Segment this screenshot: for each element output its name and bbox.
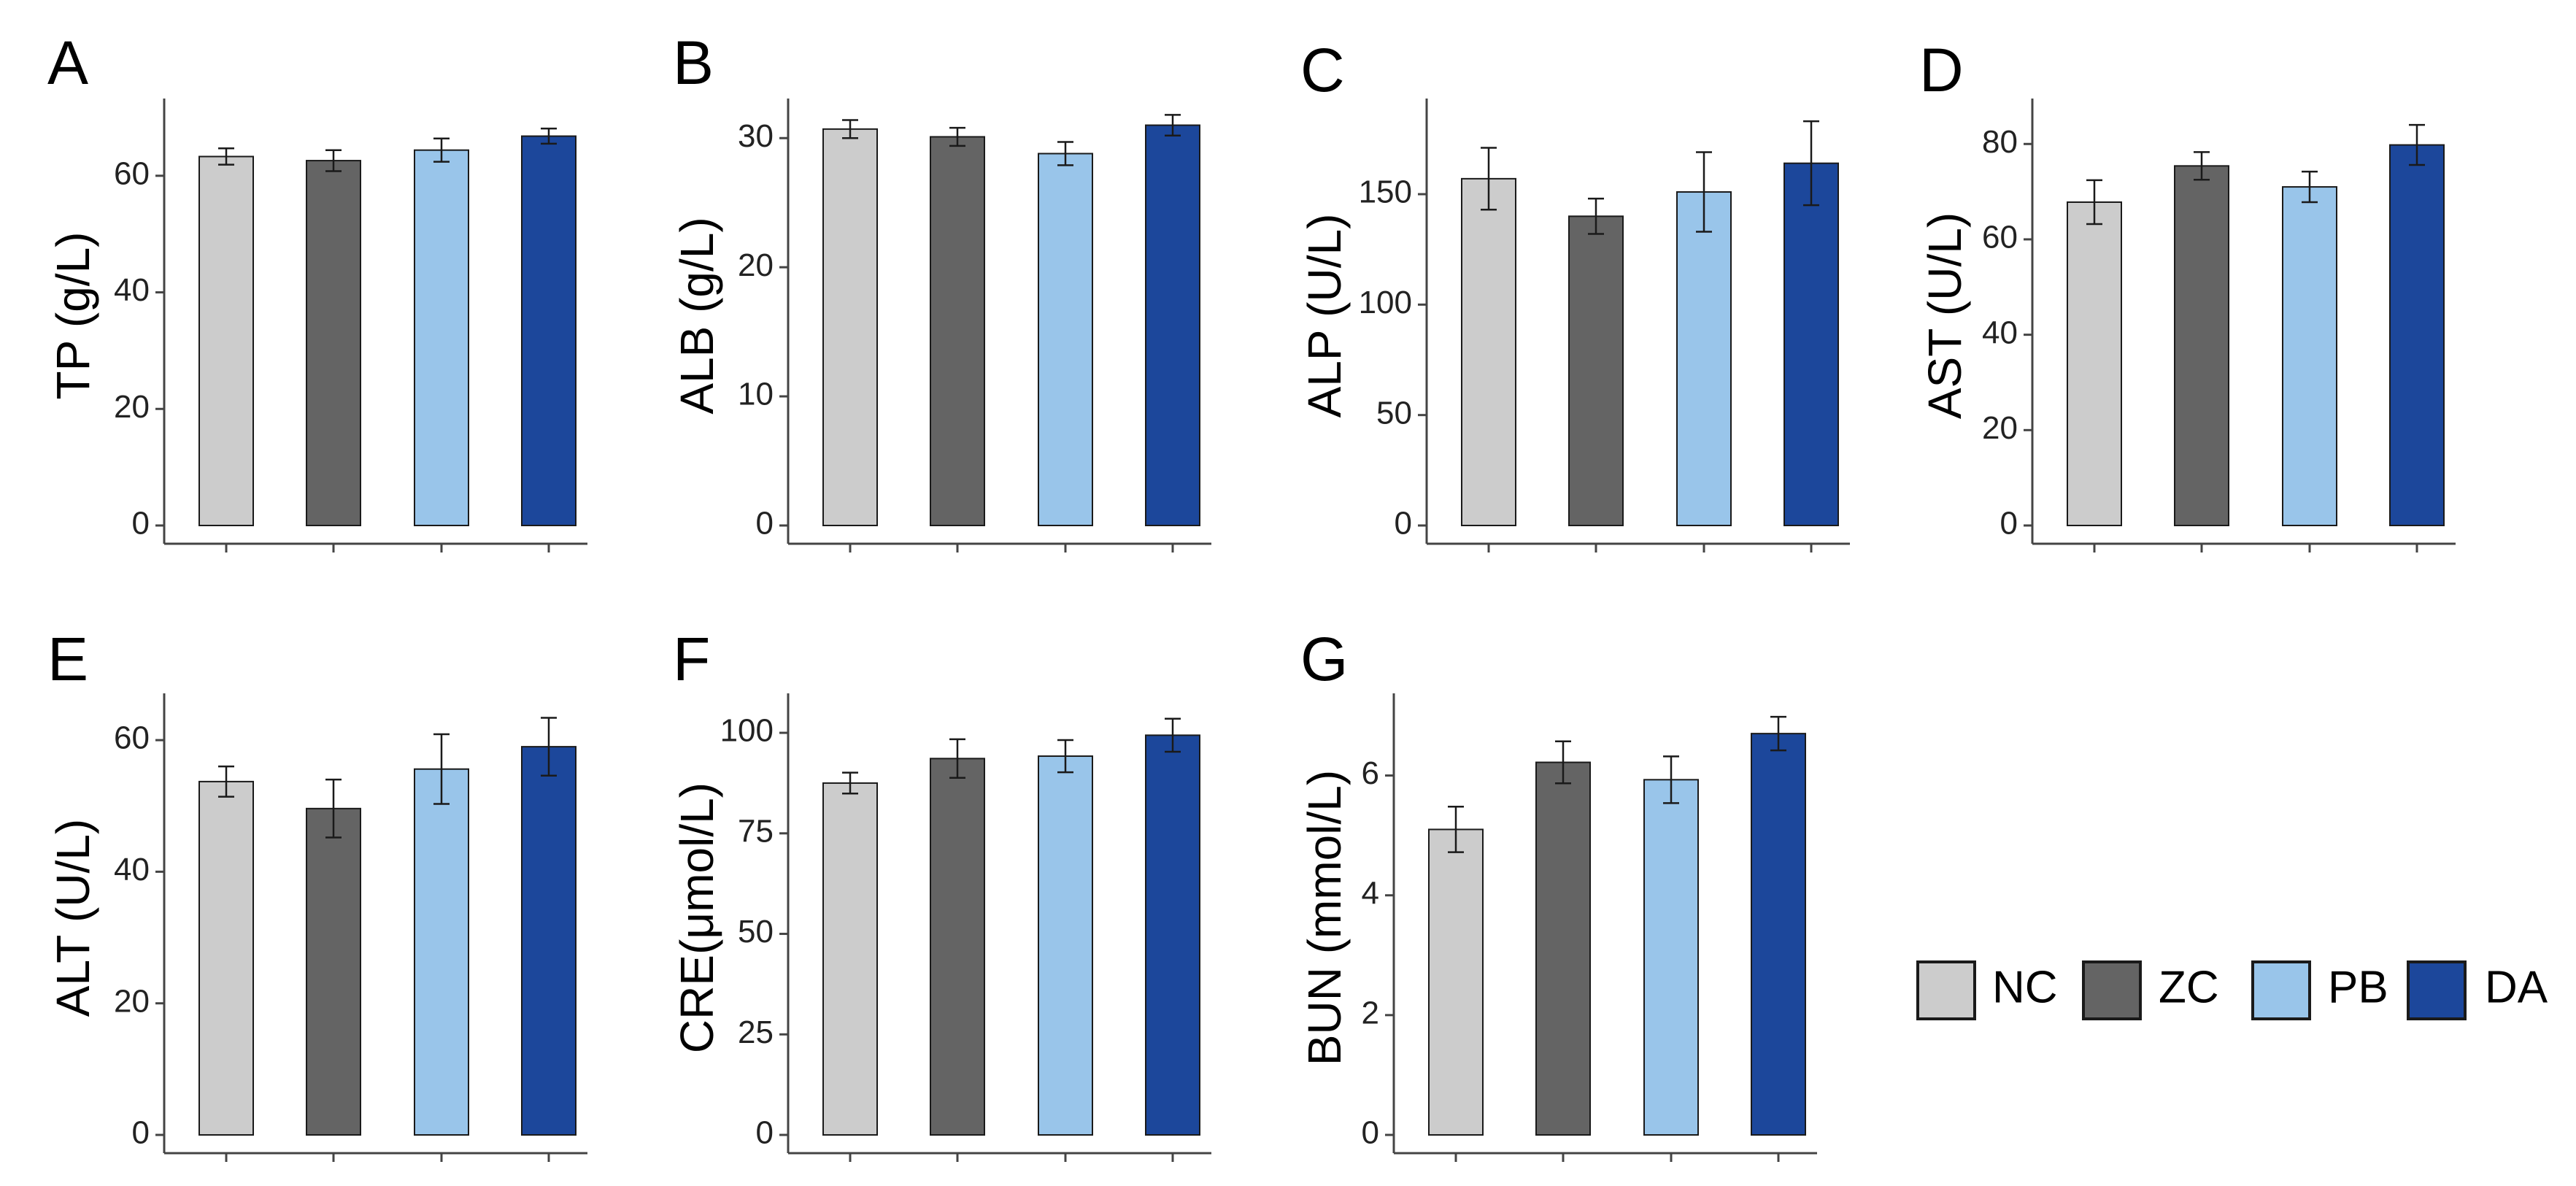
bar-nc — [198, 780, 254, 1136]
y-tick-label: 6 — [1362, 755, 1379, 791]
bar-da — [1145, 124, 1200, 527]
y-tick-label: 20 — [114, 389, 150, 425]
y-tick-label: 100 — [1359, 285, 1412, 320]
y-tick-label: 2 — [1362, 995, 1379, 1031]
panel-letter: F — [673, 625, 710, 693]
bar-zc — [930, 136, 985, 526]
panel-letter: E — [47, 625, 88, 693]
bar-pb — [1038, 153, 1093, 526]
y-tick-label: 50 — [1376, 395, 1412, 431]
y-tick-label: 40 — [114, 852, 150, 887]
legend-swatch-nc — [1916, 960, 1976, 1020]
y-tick-label: 20 — [1982, 410, 2018, 446]
y-tick-label: 40 — [114, 272, 150, 308]
legend-label-pb: PB — [2328, 962, 2388, 1012]
y-tick-label: 80 — [1982, 124, 2018, 160]
y-tick-label: 60 — [114, 720, 150, 756]
panel-e: E ALT (U/L) 0 20 40 60 — [47, 625, 587, 1162]
y-axis-label: BUN (mmol/L) — [1298, 770, 1351, 1066]
bar-pb — [414, 149, 469, 526]
legend-label-nc: NC — [1992, 962, 2058, 1012]
panel-c: C ALP (U/L) 0 50 100 150 — [1298, 36, 1850, 552]
bar-nc — [822, 782, 878, 1136]
y-tick-label: 0 — [2000, 506, 2018, 542]
panel-letter: B — [673, 28, 714, 97]
bar-nc — [2067, 201, 2122, 526]
bar-nc — [198, 155, 254, 527]
panel-d: D AST (U/L) 0 20 40 60 80 — [1918, 36, 2456, 552]
y-tick-label: 0 — [132, 1115, 150, 1151]
y-axis-label: AST (U/L) — [1918, 212, 1971, 419]
panel-letter: A — [47, 28, 88, 97]
bar-nc — [1461, 177, 1516, 527]
y-tick-label: 100 — [720, 713, 774, 749]
y-tick-label: 0 — [1395, 506, 1412, 542]
bar-zc — [1568, 215, 1624, 526]
y-tick-label: 20 — [738, 247, 774, 283]
bar-zc — [306, 160, 361, 526]
bar-da — [2389, 144, 2445, 527]
y-axis-label: ALP (U/L) — [1298, 214, 1351, 418]
legend-swatch-zc — [2082, 960, 2142, 1020]
bar-da — [521, 135, 576, 526]
y-axis-label: TP (g/L) — [47, 232, 99, 400]
bar-pb — [1643, 779, 1699, 1136]
legend-swatch-pb — [2251, 960, 2311, 1020]
y-tick-label: 30 — [738, 118, 774, 154]
y-tick-label: 40 — [1982, 315, 2018, 350]
bar-zc — [2174, 165, 2229, 526]
bar-nc — [822, 128, 878, 527]
y-tick-label: 0 — [756, 506, 774, 542]
legend: NC ZC PB DA — [1916, 960, 2548, 1020]
legend-swatch-da — [2407, 960, 2467, 1020]
bar-da — [1145, 734, 1200, 1136]
legend-label-zc: ZC — [2159, 962, 2219, 1012]
y-tick-label: 75 — [738, 813, 774, 849]
y-tick-label: 60 — [1982, 220, 2018, 255]
panel-letter: C — [1300, 36, 1345, 104]
bar-zc — [930, 758, 985, 1136]
bar-zc — [1535, 761, 1591, 1136]
bar-da — [521, 746, 576, 1136]
y-axis-label: CRE(μmol/L) — [671, 782, 723, 1053]
bar-pb — [1676, 191, 1732, 526]
y-tick-label: 0 — [1362, 1115, 1379, 1151]
y-tick-label: 10 — [738, 377, 774, 412]
panel-f: F CRE(μmol/L) 0 25 50 75 100 — [671, 625, 1211, 1162]
y-tick-label: 25 — [738, 1014, 774, 1050]
y-axis-label: ALT (U/L) — [47, 819, 99, 1017]
y-tick-label: 20 — [114, 983, 150, 1019]
y-tick-label: 60 — [114, 155, 150, 191]
bar-pb — [414, 768, 469, 1136]
panel-letter: D — [1919, 36, 1964, 104]
y-tick-label: 4 — [1362, 875, 1379, 911]
bar-pb — [1038, 755, 1093, 1136]
legend-label-da: DA — [2485, 962, 2548, 1012]
panel-a: A TP (g/L) 0 20 40 60 — [47, 28, 587, 552]
bar-nc — [1428, 828, 1484, 1136]
y-tick-label: 0 — [756, 1115, 774, 1151]
panel-letter: G — [1300, 625, 1348, 693]
y-tick-label: 150 — [1359, 174, 1412, 210]
bar-pb — [2282, 186, 2337, 526]
bar-da — [1751, 733, 1806, 1136]
bar-zc — [306, 807, 361, 1136]
bar-da — [1783, 162, 1839, 526]
panel-g: G BUN (mmol/L) 0 2 4 6 — [1298, 625, 1817, 1162]
y-tick-label: 50 — [738, 914, 774, 950]
y-tick-label: 0 — [132, 506, 150, 542]
panel-b: B ALB (g/L) 0 10 20 30 — [671, 28, 1211, 552]
y-axis-label: ALB (g/L) — [671, 217, 723, 414]
